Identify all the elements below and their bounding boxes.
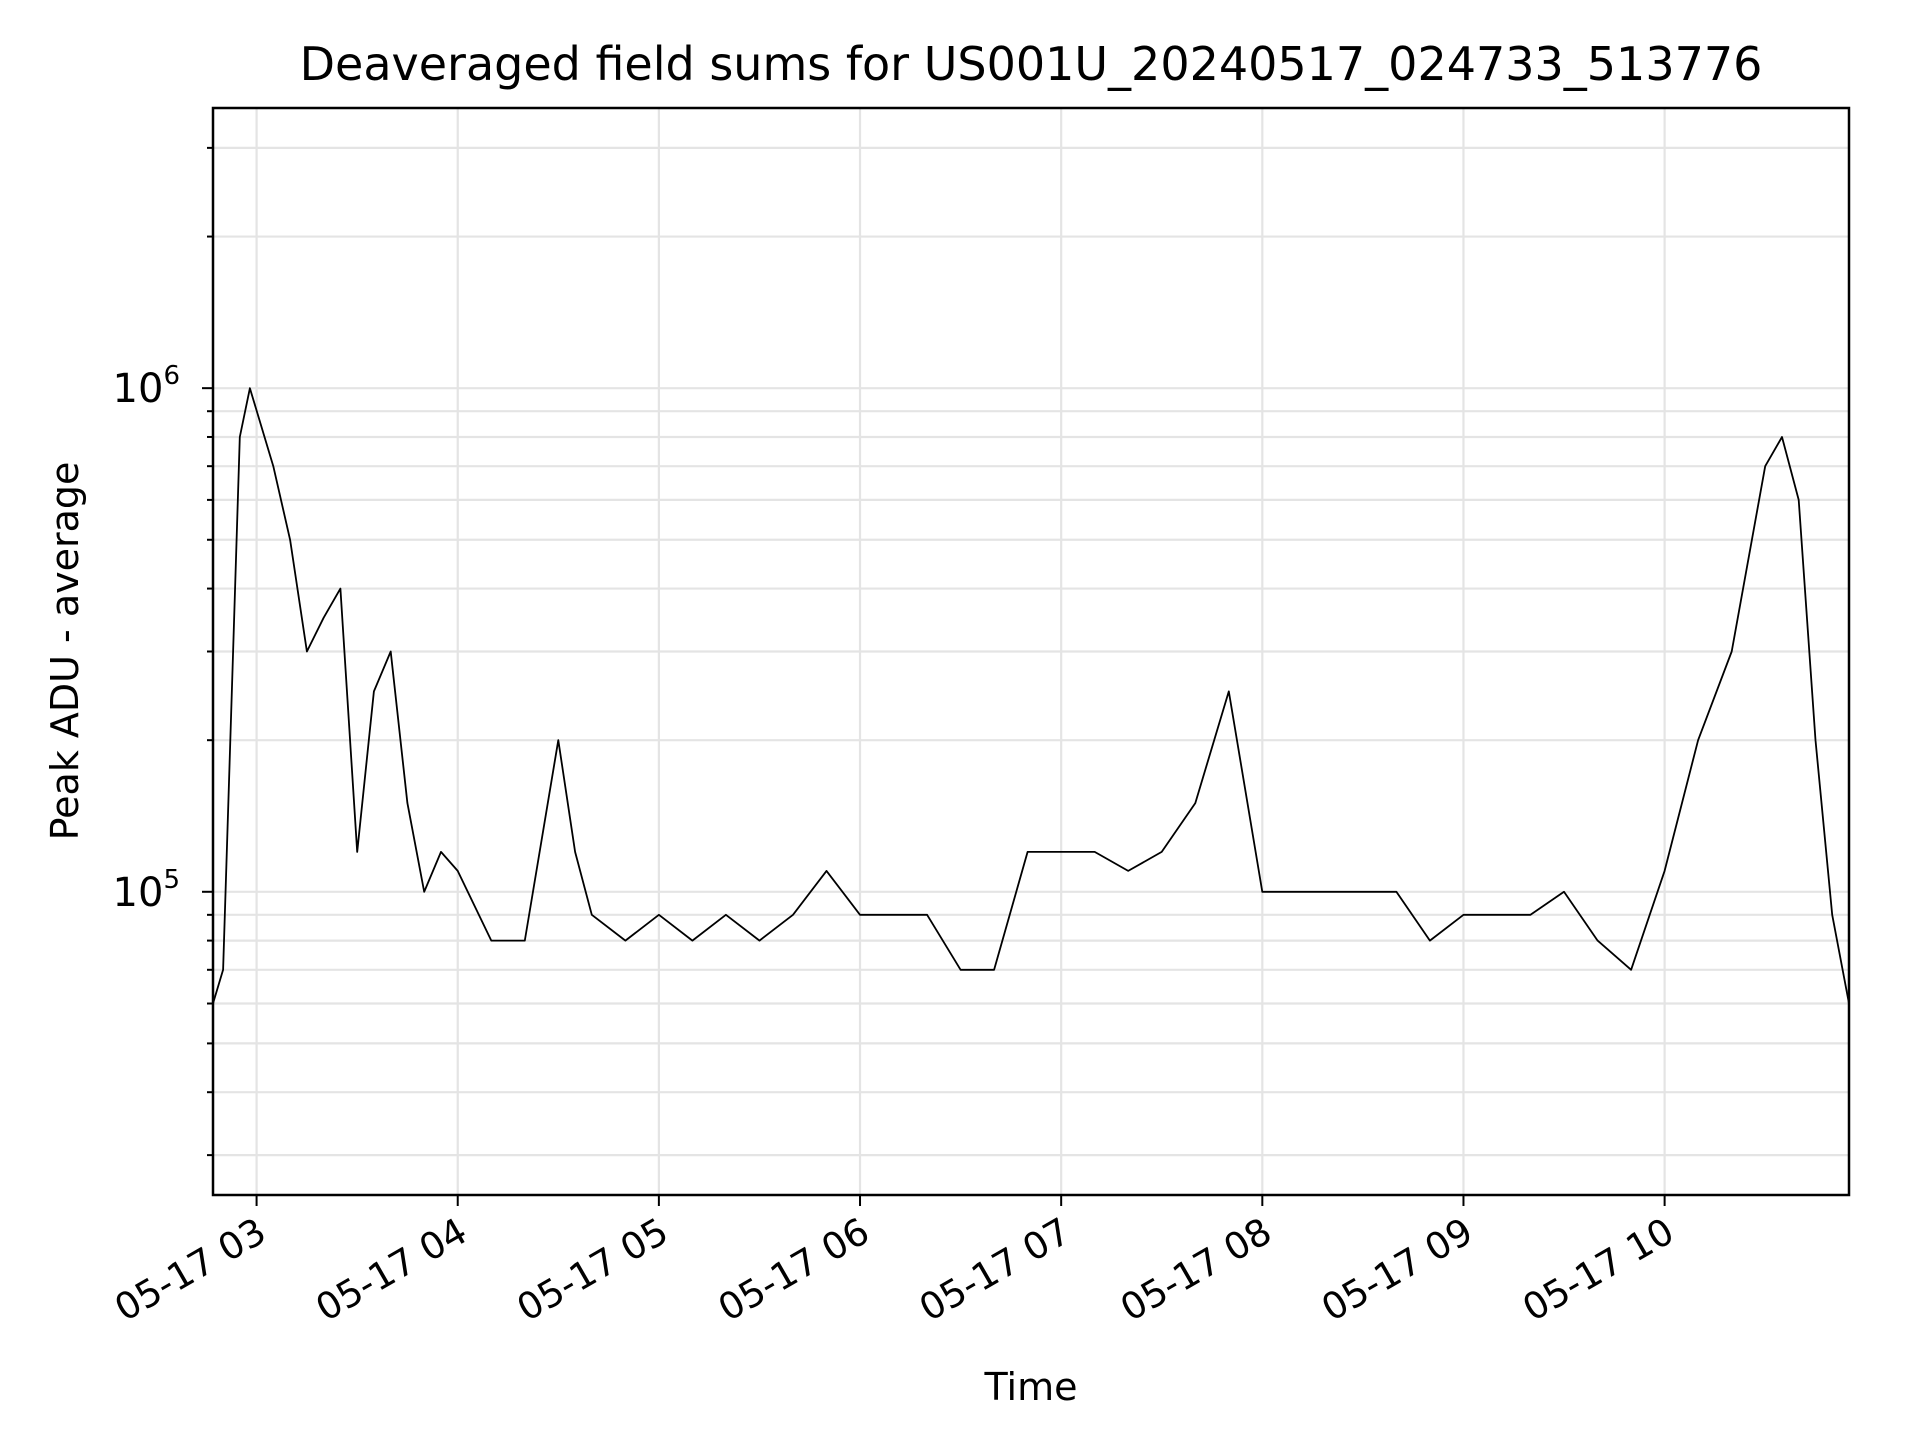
x-tick-label: 05-17 03 xyxy=(108,1210,274,1330)
x-tick-label: 05-17 04 xyxy=(309,1210,475,1330)
x-tick-label: 05-17 06 xyxy=(711,1210,877,1330)
x-tick-label: 05-17 10 xyxy=(1516,1210,1682,1330)
y-tick-label: 106 xyxy=(113,361,180,412)
x-tick-label: 05-17 09 xyxy=(1314,1210,1480,1330)
x-tick-label: 05-17 07 xyxy=(912,1210,1078,1330)
x-axis-label: Time xyxy=(984,1365,1078,1409)
x-axis: 05-17 03 05-17 04 05-17 05 05-17 06 05-17 07… xyxy=(108,1195,1682,1330)
chart-title: Deaveraged field sums for US001U_2024051… xyxy=(300,37,1763,91)
data-line xyxy=(212,387,1850,1004)
y-axis-label: Peak ADU - average xyxy=(43,462,87,841)
x-tick-label: 05-17 08 xyxy=(1113,1210,1279,1330)
y-tick-label: 105 xyxy=(113,865,180,916)
x-tick-label: 05-17 05 xyxy=(510,1210,676,1330)
y-axis: 105 106 xyxy=(113,146,213,1157)
grid xyxy=(213,108,1849,1195)
plot-series xyxy=(212,387,1850,1004)
